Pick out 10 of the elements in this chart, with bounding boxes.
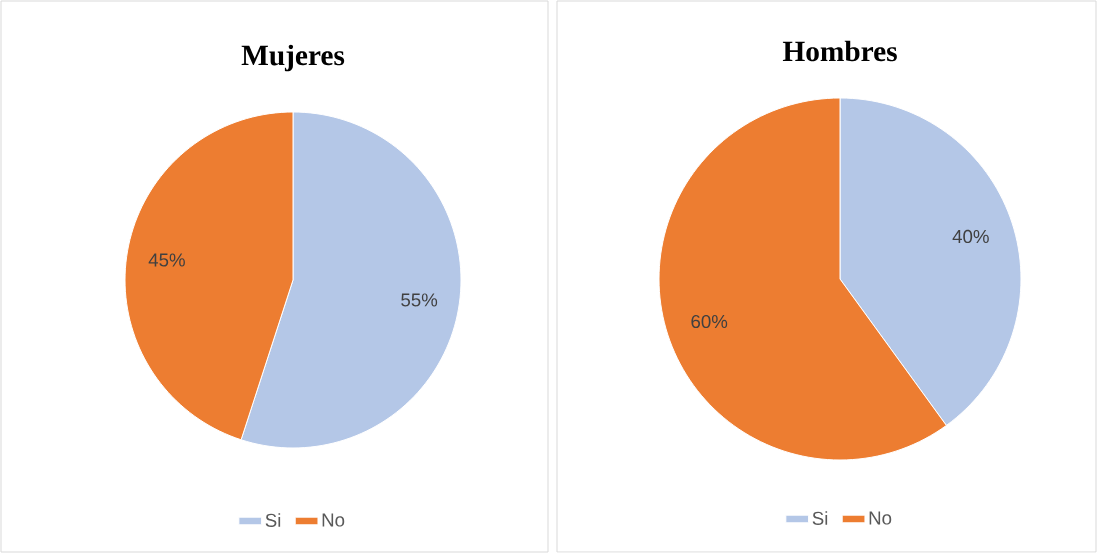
- data-label: 60%: [691, 314, 728, 329]
- legend-label: No: [322, 513, 345, 527]
- chart-title: Hombres: [782, 40, 897, 62]
- data-label: 55%: [401, 293, 438, 307]
- legend-label: Si: [265, 513, 281, 527]
- legend-label: No: [869, 511, 892, 525]
- data-label: 45%: [148, 253, 185, 267]
- legend-label: Si: [812, 511, 828, 525]
- data-label: 40%: [952, 229, 989, 244]
- chart-title: Mujeres: [241, 44, 345, 72]
